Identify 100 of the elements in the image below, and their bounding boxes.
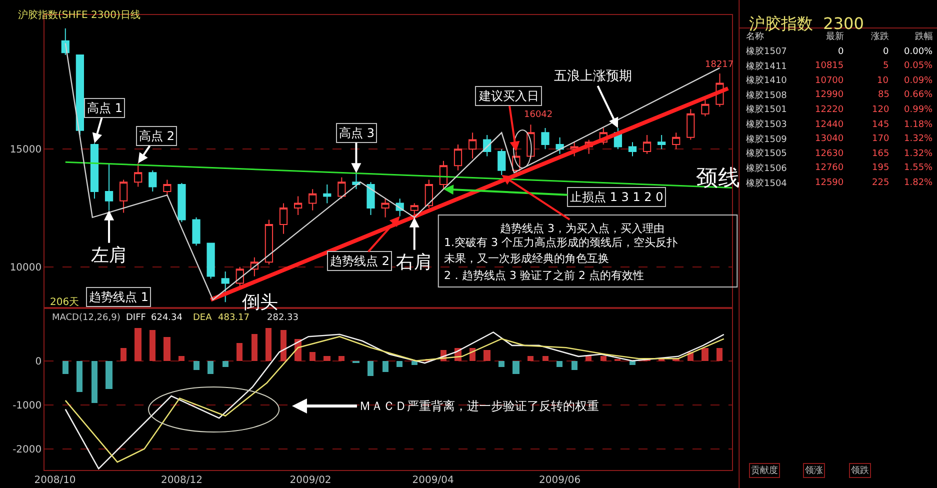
text: 涨跌: [871, 31, 889, 42]
bar: [600, 356, 607, 361]
bar: [120, 348, 127, 361]
annotation: 左肩: [91, 245, 127, 266]
candlestick: [642, 134, 652, 154]
y-tick-label: 10000: [10, 262, 42, 274]
x-tick-label: 2009/02: [290, 475, 332, 486]
text: 橡胶1507: [746, 46, 787, 57]
bar: [194, 361, 200, 370]
bar: [630, 361, 636, 365]
text: 贡献度: [751, 465, 778, 476]
y-tick-label: 15000: [10, 144, 42, 156]
y-tick-label: -2000: [12, 444, 42, 456]
text: MACD(12,26,9): [52, 313, 120, 323]
text: 最新: [826, 31, 844, 42]
annotation: 16042: [524, 110, 553, 120]
candlestick: [628, 142, 637, 157]
text: 0.05%: [904, 61, 934, 71]
bar: [382, 361, 389, 372]
bar: [512, 361, 520, 374]
annotation: 483.17: [218, 313, 250, 323]
bar: [208, 361, 214, 374]
candlestick: [366, 182, 375, 216]
candlestick: [468, 132, 477, 160]
text: 橡胶1503: [746, 119, 787, 130]
candlestick: [134, 162, 142, 188]
candlestick: [76, 54, 84, 136]
text: 0.00%: [904, 47, 934, 57]
text: 85: [878, 90, 890, 100]
text: 12220: [815, 105, 844, 115]
candlestick: [148, 170, 157, 192]
bar: [396, 361, 403, 367]
annotation: 止损点 1 3 1 2 0: [570, 190, 664, 204]
candlestick: [163, 179, 172, 197]
annotation: ＭＡＣＤ严重背离，进一步验证了反转的权重: [359, 399, 599, 413]
text: 橡胶1501: [746, 104, 787, 115]
text: DIFF: [126, 313, 146, 323]
annotation: 趋势线点 1: [89, 290, 148, 304]
text: 170: [872, 134, 890, 144]
bar: [222, 361, 229, 367]
text: 领涨: [805, 465, 823, 476]
bar: [134, 328, 142, 361]
bar: [62, 361, 69, 374]
annotation: 五浪上涨预期: [554, 68, 632, 84]
bar: [310, 352, 316, 361]
text: 0: [838, 47, 844, 57]
bar: [164, 337, 171, 361]
candlestick: [498, 148, 506, 176]
bar: [528, 356, 534, 361]
text: 225: [872, 178, 890, 188]
bar: [368, 361, 374, 376]
text: 橡胶1504: [746, 178, 788, 189]
candlestick: [279, 202, 288, 234]
bar: [106, 361, 113, 389]
annotation: 颈线: [696, 166, 740, 191]
bar: [338, 356, 345, 361]
annotation: 624.34: [151, 313, 183, 323]
x-tick-label: 2008/10: [34, 475, 76, 486]
text: 橡胶1509: [746, 134, 788, 145]
bar: [324, 356, 331, 361]
annotation: 趋势线点 3，为买入点，买入理由: [500, 222, 664, 235]
bar: [92, 361, 98, 403]
text: 0.09%: [904, 76, 934, 86]
bar: [716, 348, 723, 361]
text: 跌幅: [915, 31, 933, 42]
text: 橡胶1411: [746, 61, 787, 72]
annotation: 趋势线点 2: [330, 254, 390, 268]
candlestick: [439, 160, 448, 190]
bar: [266, 328, 272, 361]
bar: [76, 361, 83, 392]
text: 0.66%: [904, 90, 934, 100]
text: 165: [872, 149, 890, 159]
text: 橡胶1506: [746, 163, 788, 174]
x-tick-label: 2008/12: [160, 475, 202, 486]
text: DEA: [193, 313, 213, 323]
text: 10: [877, 76, 889, 86]
y-tick-label: -1000: [12, 400, 42, 412]
candlestick: [672, 132, 680, 150]
annotation: 2．趋势线点 3 验证了之前 2 点的有效性: [444, 269, 644, 282]
annotation: 高点 2: [139, 129, 174, 143]
bar: [412, 361, 418, 365]
candlestick: [323, 184, 332, 204]
candlestick: [381, 198, 390, 218]
annotation: 18217: [705, 60, 734, 70]
candlestick: [119, 179, 128, 214]
candlestick: [221, 271, 230, 303]
x-tick-label: 2009/06: [539, 475, 581, 486]
text: 10815: [815, 61, 844, 71]
candlestick: [541, 127, 550, 150]
annotation: 建议买入日: [478, 89, 539, 103]
candlestick: [178, 182, 186, 223]
candlestick: [424, 179, 433, 208]
annotation: 1.突破有 3 个压力高点形成的颈线后，空头反扑: [444, 236, 678, 249]
text: 10700: [815, 76, 844, 86]
candlestick: [294, 196, 302, 216]
bar: [586, 356, 592, 361]
candlestick: [192, 216, 200, 246]
bar: [498, 361, 505, 367]
text: 195: [872, 163, 890, 173]
text: 1.18%: [904, 120, 934, 130]
